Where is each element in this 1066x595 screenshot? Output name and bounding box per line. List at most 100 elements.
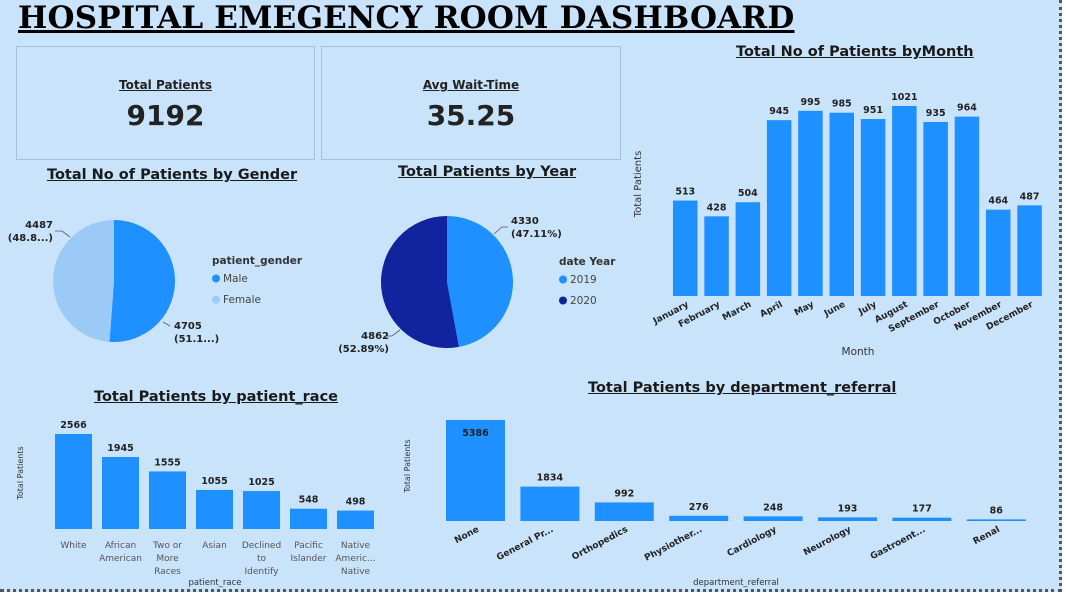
year-legend-item-2020: 2020: [570, 295, 597, 307]
month-data-label-february: 428: [707, 202, 727, 213]
race-data-label-two-or-more-races: 1555: [154, 457, 180, 468]
month-data-label-august: 1021: [891, 92, 917, 103]
race-tick-label-native-americ-native-1: Americ...: [335, 554, 375, 564]
race-data-label-pacific-islander: 548: [299, 495, 319, 506]
gender-pct-label-female: (48.8...): [8, 233, 53, 244]
dept-chart-title: Total Patients by department_referral: [588, 380, 897, 396]
gender-pct-label-male: (51.1...): [174, 334, 219, 345]
total-patients-label: Total Patients: [119, 78, 212, 92]
year-leader-2020: [387, 329, 401, 337]
dept-data-label-neurology: 193: [838, 503, 858, 514]
dept-tick-label-gastroent: Gastroent...: [869, 525, 927, 562]
gender-legend-title: patient_gender: [212, 255, 303, 267]
race-data-label-native-americ-native: 498: [346, 497, 366, 508]
race-tick-label-declined-to-identify-1: to: [257, 554, 267, 564]
race-data-label-asian: 1055: [201, 476, 227, 487]
avg-wait-time-card[interactable]: Avg Wait-Time 35.25: [321, 46, 621, 160]
dashboard-title: HOSPITAL EMEGENCY ROOM DASHBOARD: [18, 0, 795, 36]
race-bar-white[interactable]: [55, 434, 92, 529]
race-bar-two-or-more-races[interactable]: [149, 471, 186, 529]
dept-bar-renal[interactable]: [966, 519, 1026, 521]
race-tick-label-white-0: White: [60, 541, 87, 551]
gender-legend-item-male: Male: [223, 273, 248, 285]
race-tick-label-two-or-more-races-2: Races: [154, 567, 181, 577]
race-bar-pacific-islander[interactable]: [290, 508, 327, 529]
dept-y-axis-label: Total Patients: [403, 439, 412, 493]
dept-data-label-orthopedics: 992: [614, 488, 634, 499]
month-chart-title: Total No of Patients byMonth: [736, 44, 974, 60]
month-data-label-july: 951: [863, 105, 883, 116]
month-bar-february[interactable]: [704, 216, 729, 296]
year-legend-title: date Year: [559, 256, 616, 268]
gender-legend-item-female: Female: [223, 294, 261, 306]
year-leader-2019: [493, 226, 508, 235]
month-bar-november[interactable]: [986, 209, 1011, 296]
month-tick-label-may: May: [793, 300, 816, 319]
dept-bar-none[interactable]: [446, 420, 505, 521]
gender-slice-male[interactable]: [109, 220, 176, 342]
dept-data-label-general-pr: 1834: [537, 473, 564, 484]
month-bar-december[interactable]: [1017, 205, 1042, 296]
month-y-axis-label: Total Patients: [633, 151, 644, 219]
race-bar-asian[interactable]: [196, 489, 233, 529]
month-data-label-april: 945: [769, 106, 789, 117]
race-tick-label-african-american-0: African: [105, 541, 136, 551]
dept-bar-orthopedics[interactable]: [594, 502, 654, 521]
dept-tick-label-general-pr: General Pr...: [495, 525, 555, 563]
race-data-label-white: 2566: [60, 420, 87, 431]
year-legend-item-2019: 2019: [570, 274, 597, 286]
dept-bar-general-pr[interactable]: [520, 486, 580, 521]
month-data-label-november: 464: [988, 196, 1008, 207]
month-bar-january[interactable]: [673, 200, 698, 296]
avg-wait-time-value: 35.25: [426, 99, 516, 132]
year-value-label-2020: 4862: [361, 331, 389, 342]
race-tick-label-native-americ-native-0: Native: [341, 541, 371, 551]
gender-value-label-female: 4487: [25, 220, 53, 231]
month-data-label-january: 513: [675, 187, 695, 198]
month-bar-august[interactable]: [892, 106, 917, 296]
gender-legend-marker-male: [212, 274, 220, 283]
year-legend-marker-2019: [559, 275, 567, 284]
race-tick-label-pacific-islander-1: Islander: [290, 554, 326, 564]
month-data-label-december: 487: [1020, 191, 1040, 202]
month-bar-june[interactable]: [829, 112, 855, 297]
dept-bar-neurology[interactable]: [818, 517, 877, 521]
total-patients-card[interactable]: Total Patients 9192: [16, 46, 315, 160]
dept-bar-physiother[interactable]: [669, 515, 729, 521]
gender-slice-female[interactable]: [53, 219, 114, 342]
month-data-label-june: 985: [832, 99, 852, 110]
month-bar-may[interactable]: [798, 110, 823, 296]
race-tick-label-asian-0: Asian: [202, 541, 227, 551]
race-tick-label-two-or-more-races-1: More: [156, 554, 179, 564]
dept-x-axis-label: department_referral: [693, 578, 779, 588]
month-bar-july[interactable]: [860, 119, 886, 296]
dept-tick-label-none: None: [453, 525, 481, 546]
race-chart-title: Total Patients by patient_race: [94, 389, 339, 405]
dept-data-label-renal: 86: [990, 505, 1004, 516]
year-legend-marker-2020: [559, 296, 567, 305]
month-bar-march[interactable]: [735, 202, 761, 296]
race-bar-native-americ-native[interactable]: [337, 510, 374, 529]
dept-tick-label-renal: Renal: [972, 525, 1002, 547]
month-data-label-october: 964: [957, 103, 977, 114]
dept-tick-label-neurology: Neurology: [802, 525, 853, 558]
race-bar-african-american[interactable]: [102, 456, 139, 529]
dept-data-label-none: 5386: [462, 428, 489, 439]
race-bar-declined-to-identify[interactable]: [243, 491, 280, 529]
year-slice-2019[interactable]: [447, 216, 513, 347]
year-slice-2020[interactable]: [380, 216, 459, 349]
month-bar-april[interactable]: [766, 120, 792, 296]
month-bar-october[interactable]: [954, 116, 980, 297]
gender-value-label-male: 4705: [174, 321, 202, 332]
race-tick-label-declined-to-identify-2: Identify: [245, 567, 280, 577]
dept-bar-cardiology[interactable]: [743, 516, 803, 521]
gender-leader-male: [162, 321, 171, 327]
race-y-axis-label: Total Patients: [16, 446, 25, 500]
year-value-label-2019: 4330: [511, 216, 539, 227]
gender-legend-marker-female: [212, 295, 220, 304]
race-x-axis-label: patient_race: [188, 578, 241, 588]
month-bar-september[interactable]: [923, 122, 948, 296]
dept-bar-gastroent[interactable]: [892, 517, 952, 521]
year-pct-label-2020: (52.89%): [338, 344, 389, 355]
